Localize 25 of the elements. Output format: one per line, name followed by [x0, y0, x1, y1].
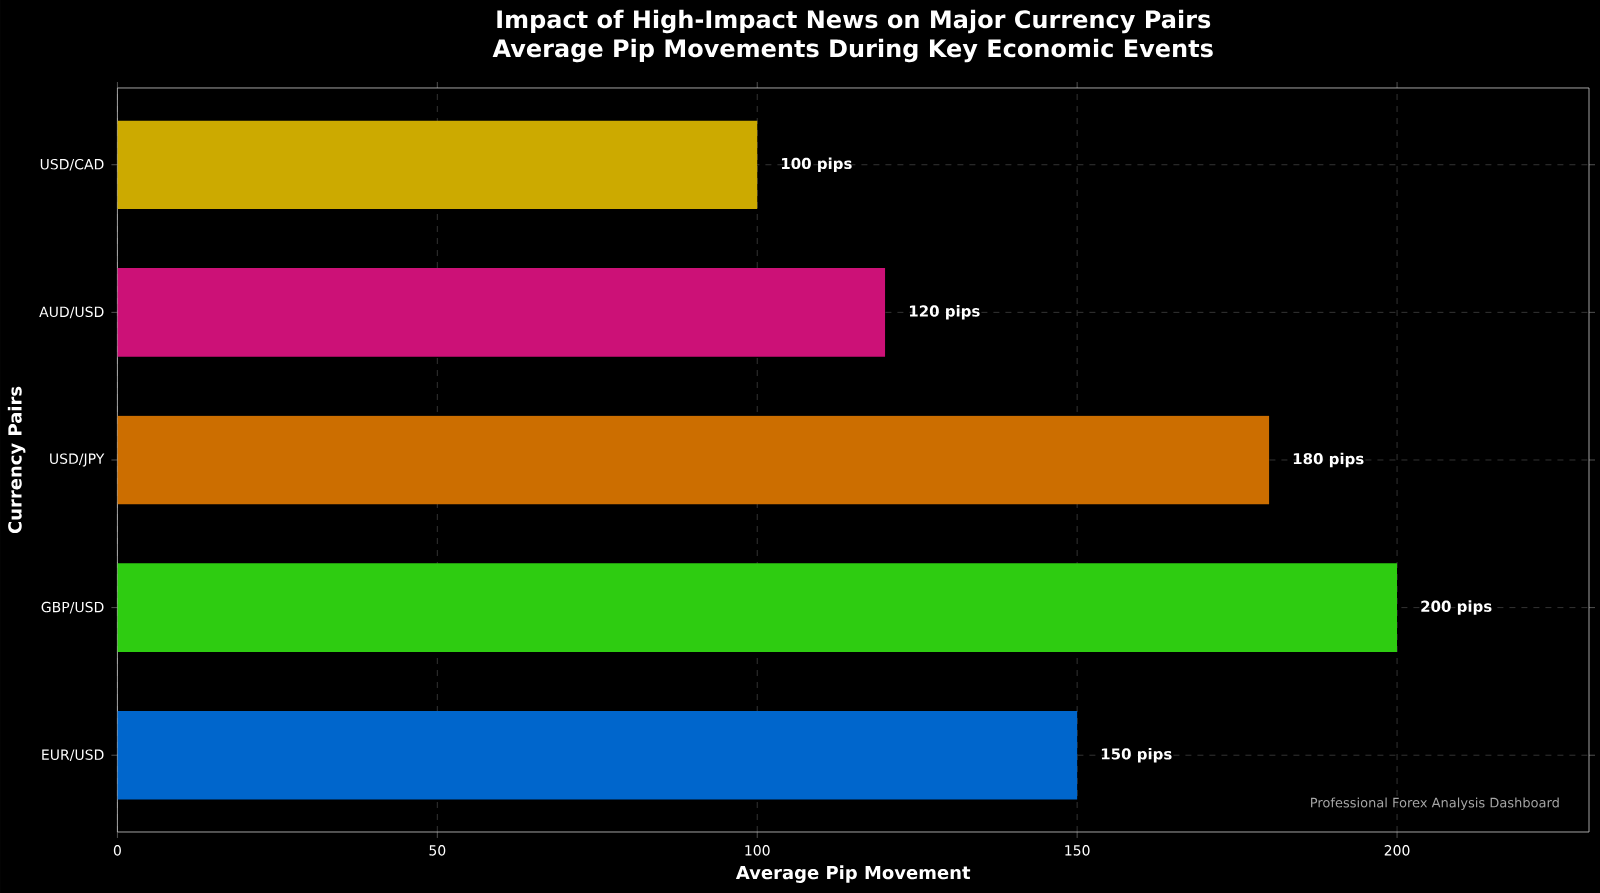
y-tick-label: USD/CAD — [40, 158, 104, 171]
data-label: 180 pips — [1293, 452, 1364, 468]
x-tick-label: 50 — [429, 845, 446, 856]
data-label: 150 pips — [1101, 747, 1172, 763]
y-tick-label: EUR/USD — [42, 749, 104, 762]
y-tick-label: AUD/USD — [39, 306, 104, 319]
y-tick-label: GBP/USD — [41, 601, 104, 614]
y-axis-title: Currency Pairs — [7, 386, 26, 534]
bar — [117, 268, 886, 357]
bar — [117, 415, 1270, 505]
bar — [117, 120, 758, 210]
x-tick-label: 150 — [1065, 845, 1090, 856]
annotation: Professional Forex Analysis Dashboard — [1311, 797, 1559, 811]
x-tick-label: 0 — [113, 845, 121, 856]
x-axis-title: Average Pip Movement — [735, 865, 971, 883]
x-tick-label: 100 — [745, 845, 770, 856]
data-label: 120 pips — [909, 305, 980, 320]
data-label: 100 pips — [782, 157, 852, 172]
chart-title: Impact of High-Impact News on Major Currency Pairs — [497, 9, 1211, 34]
y-tick-label: USD/JPY — [50, 453, 105, 467]
bar — [117, 563, 1398, 652]
data-label: 200 pips — [1421, 600, 1492, 615]
bar — [117, 710, 1078, 800]
x-tick-label: 200 — [1384, 845, 1410, 856]
chart-subtitle: Average Pip Movements During Key Economic Events — [492, 38, 1213, 63]
